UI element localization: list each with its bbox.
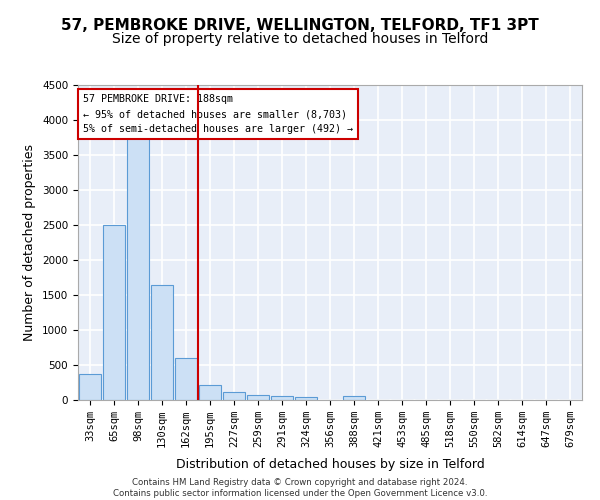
Bar [175, 358, 197, 400]
Bar [199, 384, 221, 400]
Bar [151, 284, 173, 400]
Text: Size of property relative to detached houses in Telford: Size of property relative to detached ho… [112, 32, 488, 46]
Text: 57, PEMBROKE DRIVE, WELLINGTON, TELFORD, TF1 3PT: 57, PEMBROKE DRIVE, WELLINGTON, TELFORD,… [61, 18, 539, 32]
Bar [127, 138, 149, 400]
Bar [79, 374, 101, 400]
Text: Contains HM Land Registry data © Crown copyright and database right 2024.
Contai: Contains HM Land Registry data © Crown c… [113, 478, 487, 498]
Bar [103, 225, 125, 400]
Bar [343, 396, 365, 400]
Y-axis label: Number of detached properties: Number of detached properties [23, 144, 37, 341]
Bar [271, 396, 293, 400]
Bar [223, 392, 245, 400]
Bar [247, 395, 269, 400]
Text: 57 PEMBROKE DRIVE: 188sqm
← 95% of detached houses are smaller (8,703)
5% of sem: 57 PEMBROKE DRIVE: 188sqm ← 95% of detac… [83, 94, 353, 134]
Bar [295, 397, 317, 400]
X-axis label: Distribution of detached houses by size in Telford: Distribution of detached houses by size … [176, 458, 484, 471]
